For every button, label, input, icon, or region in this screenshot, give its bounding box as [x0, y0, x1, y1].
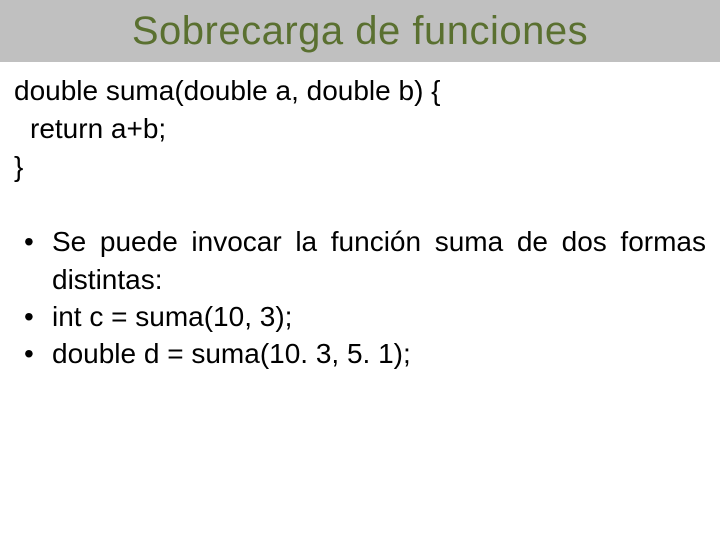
bullet-marker: •: [24, 223, 52, 260]
title-bar: Sobrecarga de funciones: [0, 0, 720, 62]
bullet-text: int c = suma(10, 3);: [52, 298, 706, 335]
code-line: }: [14, 148, 706, 186]
bullet-text: Se puede invocar la función suma de dos …: [52, 223, 706, 297]
bullet-item: • double d = suma(10. 3, 5. 1);: [24, 335, 706, 372]
slide-title: Sobrecarga de funciones: [132, 9, 588, 54]
bullet-item: • Se puede invocar la función suma de do…: [24, 223, 706, 297]
code-block: double suma(double a, double b) { return…: [14, 72, 706, 185]
slide-content: double suma(double a, double b) { return…: [0, 62, 720, 372]
bullet-text: double d = suma(10. 3, 5. 1);: [52, 335, 706, 372]
code-line: return a+b;: [14, 110, 706, 148]
code-line: double suma(double a, double b) {: [14, 72, 706, 110]
bullet-item: • int c = suma(10, 3);: [24, 298, 706, 335]
bullet-marker: •: [24, 335, 52, 372]
bullet-marker: •: [24, 298, 52, 335]
bullet-list: • Se puede invocar la función suma de do…: [14, 223, 706, 372]
